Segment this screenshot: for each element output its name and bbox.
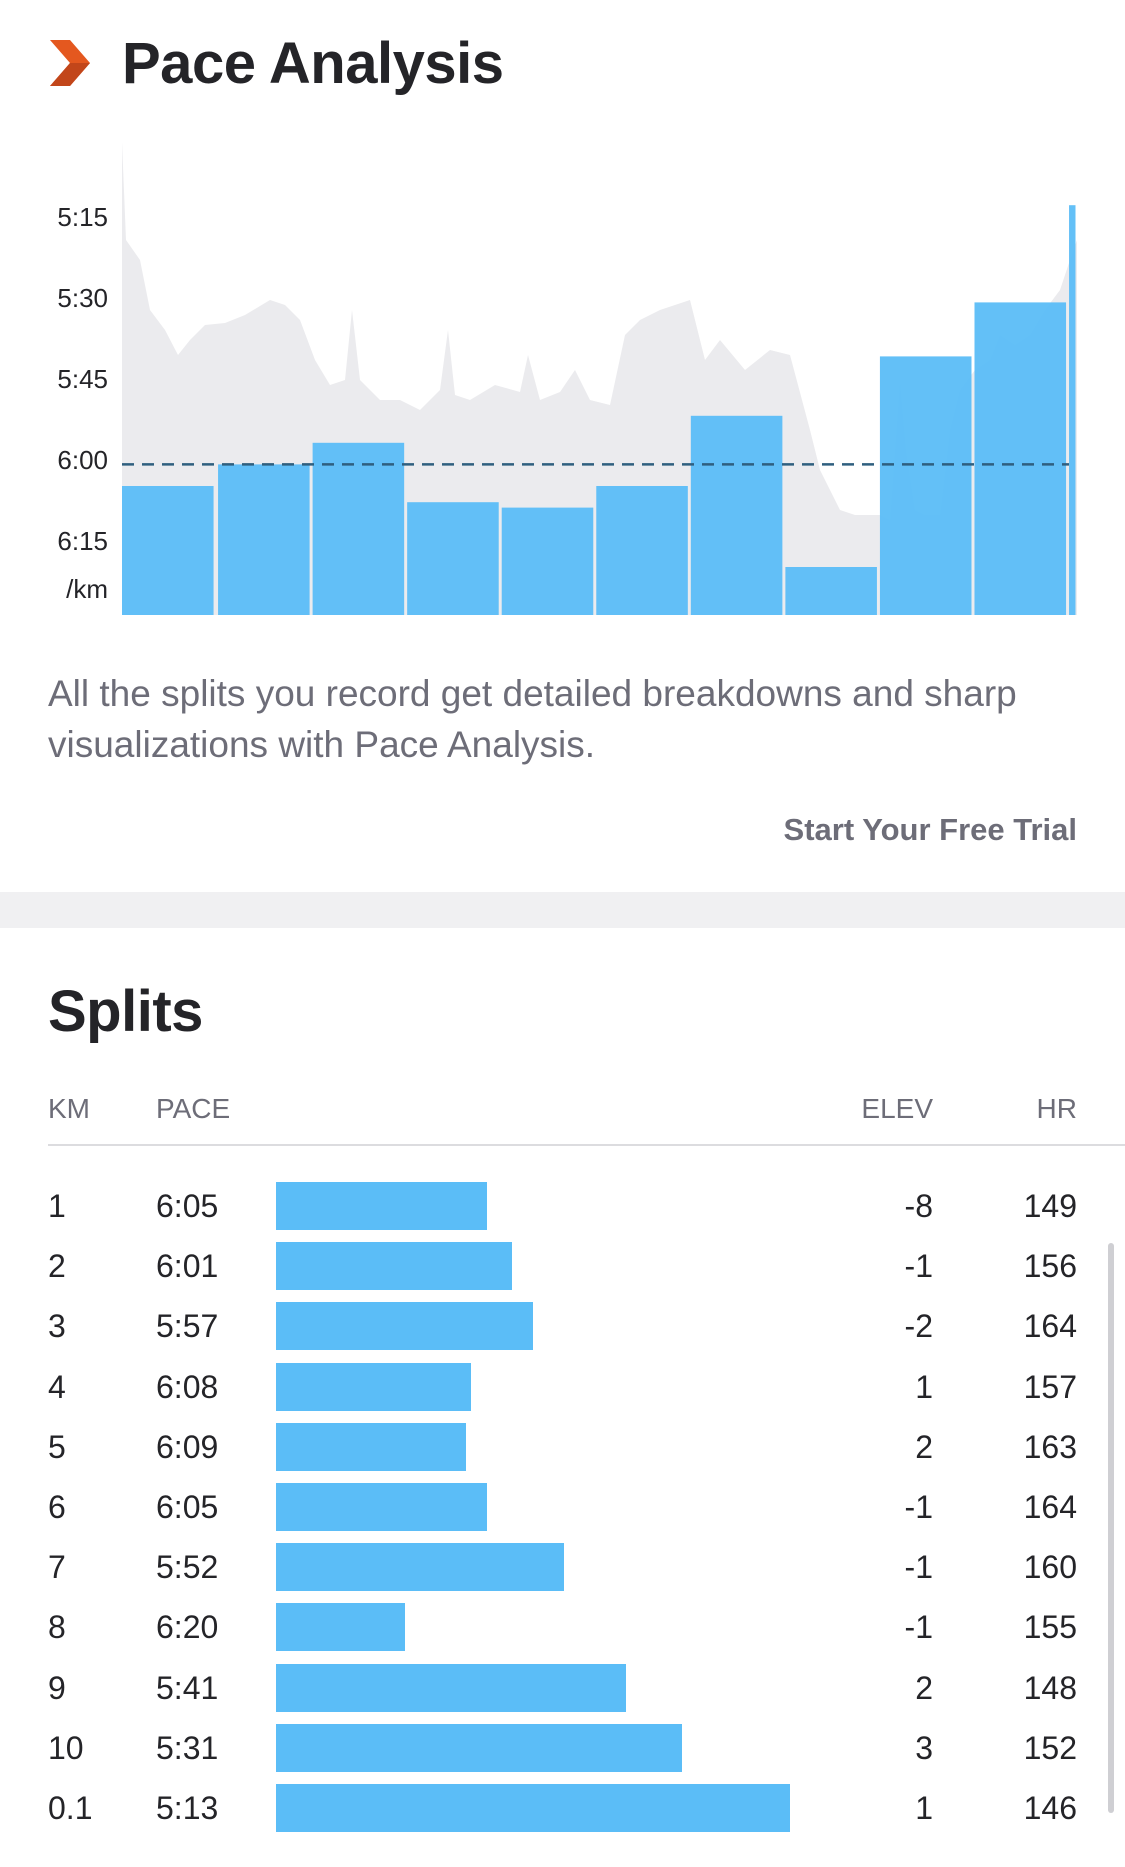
split-km: 5 bbox=[48, 1428, 66, 1465]
split-pace-bar bbox=[276, 1182, 487, 1230]
split-elev: 1 bbox=[915, 1368, 933, 1405]
y-tick-label: 5:45 bbox=[57, 364, 108, 394]
split-row: 0.1 5:13 1 146 bbox=[0, 1780, 1125, 1840]
split-pace-bar bbox=[276, 1483, 487, 1531]
splits-title: Splits bbox=[48, 979, 203, 1044]
page-title: Pace Analysis bbox=[122, 30, 504, 96]
split-pace-bar bbox=[276, 1784, 790, 1832]
split-hr: 148 bbox=[1023, 1669, 1077, 1706]
split-hr: 163 bbox=[1023, 1428, 1077, 1465]
y-tick-label: 5:15 bbox=[57, 202, 108, 232]
pace-bar bbox=[690, 415, 783, 615]
split-pace: 6:09 bbox=[156, 1428, 219, 1465]
split-hr: 157 bbox=[1023, 1368, 1077, 1405]
pace-bar bbox=[596, 486, 688, 615]
split-hr: 146 bbox=[1023, 1790, 1077, 1826]
split-row: 4 6:08 1 157 bbox=[0, 1359, 1125, 1419]
header-divider bbox=[48, 1144, 1125, 1146]
y-tick-label: 5:30 bbox=[57, 283, 108, 313]
split-hr: 164 bbox=[1023, 1308, 1077, 1345]
column-header-elev: ELEV bbox=[861, 1093, 933, 1124]
split-pace: 5:31 bbox=[156, 1729, 219, 1766]
pace-bar bbox=[218, 464, 310, 615]
scrollbar[interactable] bbox=[1108, 1243, 1114, 1813]
split-pace-bar bbox=[276, 1603, 405, 1652]
split-elev: -2 bbox=[904, 1308, 933, 1345]
split-pace: 5:41 bbox=[156, 1669, 219, 1706]
split-row: 2 6:01 -1 156 bbox=[0, 1238, 1125, 1298]
split-pace-bar bbox=[276, 1543, 564, 1592]
pace-bar bbox=[122, 486, 214, 615]
start-free-trial-link[interactable]: Start Your Free Trial bbox=[783, 812, 1077, 847]
split-pace-bar bbox=[276, 1723, 682, 1772]
split-row: 6 6:05 -1 164 bbox=[0, 1479, 1125, 1539]
split-row: 9 5:41 2 148 bbox=[0, 1660, 1125, 1720]
split-km: 7 bbox=[48, 1549, 66, 1586]
split-pace-bar bbox=[276, 1422, 466, 1471]
y-tick-label: 6:00 bbox=[57, 445, 108, 475]
split-elev: 2 bbox=[915, 1428, 933, 1465]
split-hr: 160 bbox=[1023, 1549, 1077, 1586]
column-header-km: KM bbox=[48, 1093, 90, 1124]
split-hr: 164 bbox=[1023, 1489, 1077, 1525]
split-row: 10 5:31 3 152 bbox=[0, 1720, 1125, 1780]
split-elev: 2 bbox=[915, 1669, 933, 1706]
split-hr: 152 bbox=[1023, 1729, 1077, 1766]
split-pace-bar bbox=[276, 1242, 512, 1291]
column-header-pace: PACE bbox=[156, 1093, 231, 1124]
y-axis-unit-label: /km bbox=[66, 574, 108, 604]
split-elev: -1 bbox=[904, 1248, 933, 1285]
pace-analysis-description: All the splits you record get detailed b… bbox=[48, 673, 1017, 765]
split-row: 1 6:05 -8 149 bbox=[0, 1178, 1125, 1238]
pace-analysis-header: Pace Analysis bbox=[50, 28, 504, 98]
split-pace-bar bbox=[276, 1663, 626, 1712]
split-row: 3 5:57 -2 164 bbox=[0, 1298, 1125, 1358]
pace-bar bbox=[879, 356, 972, 615]
split-hr: 156 bbox=[1023, 1248, 1077, 1285]
split-pace-bar bbox=[276, 1362, 471, 1411]
split-pace-bar bbox=[276, 1302, 533, 1351]
split-km: 2 bbox=[48, 1248, 66, 1285]
pace-bar bbox=[312, 442, 405, 615]
split-pace: 6:08 bbox=[156, 1368, 219, 1405]
chevron-right-icon bbox=[50, 40, 90, 86]
split-elev: -1 bbox=[904, 1489, 933, 1525]
split-km: 8 bbox=[48, 1609, 66, 1646]
split-pace: 6:05 bbox=[156, 1489, 219, 1525]
split-pace: 6:01 bbox=[156, 1248, 219, 1285]
y-tick-label: 6:15 bbox=[57, 526, 108, 556]
split-elev: 3 bbox=[915, 1729, 933, 1766]
split-pace: 5:13 bbox=[156, 1790, 219, 1826]
pace-bar bbox=[974, 302, 1067, 615]
split-row: 8 6:20 -1 155 bbox=[0, 1599, 1125, 1659]
column-header-hr: HR bbox=[1036, 1093, 1077, 1124]
split-km: 10 bbox=[48, 1729, 84, 1766]
split-pace: 6:05 bbox=[156, 1188, 219, 1224]
split-km: 9 bbox=[48, 1669, 66, 1706]
splits-section: Splits KM PACE ELEV HR 1 6:05 -8 149 2 6:01 -1… bbox=[0, 928, 1125, 1867]
split-km: 3 bbox=[48, 1308, 66, 1345]
split-row: 5 6:09 2 163 bbox=[0, 1419, 1125, 1479]
split-pace: 6:20 bbox=[156, 1609, 219, 1646]
pace-chart: 5:15 5:30 5:45 6:00 6:15/km bbox=[57, 142, 1077, 615]
split-km: 4 bbox=[48, 1368, 66, 1405]
split-elev: -8 bbox=[904, 1188, 933, 1224]
split-km: 6 bbox=[48, 1489, 66, 1525]
pace-analysis-section: Pace Analysis 5:15 5:30 5:45 6:00 6:15/km Al… bbox=[0, 0, 1125, 892]
split-km: 1 bbox=[48, 1188, 66, 1224]
split-hr: 149 bbox=[1023, 1188, 1077, 1224]
split-elev: -1 bbox=[904, 1549, 933, 1586]
split-pace: 5:52 bbox=[156, 1549, 219, 1586]
pace-bar bbox=[1069, 205, 1076, 615]
split-elev: 1 bbox=[915, 1790, 933, 1826]
split-row: 7 5:52 -1 160 bbox=[0, 1539, 1125, 1599]
pace-bar bbox=[785, 567, 877, 615]
split-pace: 5:57 bbox=[156, 1308, 219, 1345]
pace-bar bbox=[407, 502, 499, 615]
split-elev: -1 bbox=[904, 1609, 933, 1646]
section-divider bbox=[0, 892, 1125, 928]
split-hr: 155 bbox=[1023, 1609, 1077, 1646]
split-km: 0.1 bbox=[48, 1790, 93, 1826]
pace-bar bbox=[501, 507, 594, 615]
